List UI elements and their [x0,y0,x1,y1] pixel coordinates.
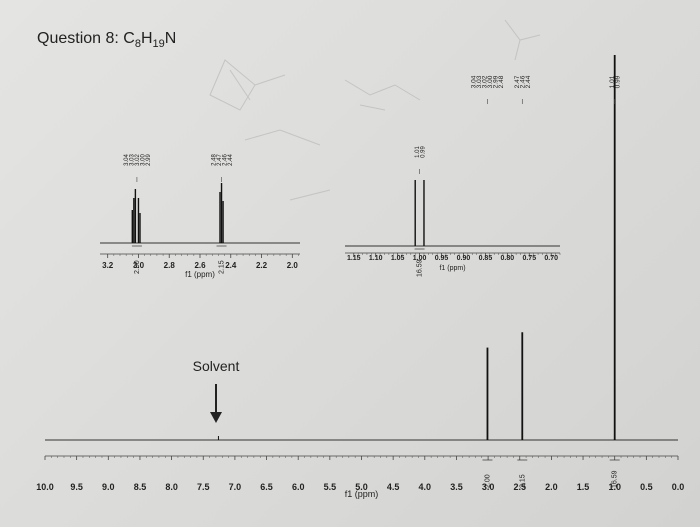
integral-value: 2.00 [484,474,491,488]
peak-label: 0.99 [420,146,426,158]
peak-label: 1.01 [609,75,616,88]
integral-value: 2.00 [134,260,141,274]
x-tick-label: 9.5 [70,482,83,492]
x-tick-label: 8.5 [134,482,147,492]
solvent-label: Solvent [193,358,240,374]
x-tick-label: 1.00 [413,255,427,262]
integral-value: 16.59 [612,470,619,488]
x-tick-label: 1.0 [608,482,621,492]
formula-sub-8: 8 [134,38,141,51]
x-tick-label: 0.95 [435,255,449,262]
x-tick-label: 0.80 [501,255,515,262]
peak-label: 3.02 [482,75,489,88]
x-tick-label: 3.0 [482,482,495,492]
x-tick-label: 6.5 [260,482,273,492]
x-tick-label: 10.0 [36,482,54,492]
x-tick-label: 2.6 [194,261,206,270]
x-tick-label: 5.0 [355,482,368,492]
x-tick-label: 2.0 [545,482,558,492]
formula-N: N [164,30,177,47]
x-tick-label: 3.0 [133,261,145,270]
x-tick-label: 2.2 [256,261,268,270]
peak-label: 3.04 [124,154,130,166]
x-tick-label: 1.15 [347,255,361,262]
x-tick-label: 7.0 [229,482,242,492]
x-tick-label: 2.0 [287,261,299,270]
x-tick-label: 2.4 [225,261,237,270]
x-axis-label: f1 (ppm) [345,489,379,499]
peak-label: 3.03 [129,154,135,166]
x-tick-label: 1.5 [577,482,590,492]
x-tick-label: 6.0 [292,482,305,492]
x-axis-label: f1 (ppm) [185,270,215,279]
x-tick-label: 0.70 [544,255,558,262]
x-tick-label: 1.10 [369,255,383,262]
x-tick-label: 1.05 [391,255,405,262]
x-tick-label: 4.0 [419,482,432,492]
x-tick-label: 0.5 [640,482,653,492]
x-tick-label: 2.5 [513,482,526,492]
peak-label: 2.47 [217,154,223,166]
peak-label: 2.99 [146,154,152,166]
peak-label: 3.00 [140,154,146,166]
integral-value: 16.59 [417,259,424,277]
integral-value: 2.15 [219,260,226,274]
x-tick-label: 4.5 [387,482,400,492]
peak-label: 2.44 [525,75,532,88]
x-axis-label: f1 (ppm) [439,265,465,272]
x-tick-label: 7.5 [197,482,210,492]
inset-spectrum-2: 1.15 1.10 1.05 1.00 0.95 0.90 0.85 0.80 0.75 0.70… [345,146,561,277]
show-through-sketch [209,19,541,201]
x-tick-label: 8.0 [165,482,178,492]
peak-label: 2.99 [493,75,500,88]
peak-label: 0.99 [614,75,621,88]
peak-label: 2.48 [211,154,217,166]
x-tick-label: 5.5 [324,482,337,492]
peak-label: 2.47 [514,75,521,88]
x-tick-label: 3.2 [102,261,114,270]
x-tick-label: 0.90 [457,255,471,262]
peak-label: 3.00 [487,75,494,88]
formula-C: C [123,30,135,47]
question-title: Question 8: C8H19N [37,30,176,50]
peak-label: 2.44 [228,154,234,166]
main-spectrum: 10.0 9.5 9.0 8.5 8.0 7.5 7.0 6.5 6.0 5.5 5.0 4.5 4.0… [36,55,684,499]
solvent-arrow [210,384,222,423]
inset-spectrum-1: 3.2 3.0 2.8 2.6 2.4 2.2 2.0 f1 (ppm) 2.00 2.15 3.0… [100,154,300,279]
x-tick-label: 0.0 [672,482,685,492]
x-tick-label: 3.5 [450,482,463,492]
formula-H: H [140,30,153,47]
x-tick-label: 0.75 [522,255,536,262]
peak-label: 3.03 [476,75,483,88]
peak-label: 3.04 [471,75,478,88]
x-tick-label: 2.8 [164,261,176,270]
x-tick-label: 9.0 [102,482,115,492]
integral-value: 2.15 [519,474,526,488]
peak-label: 2.46 [222,154,228,166]
peak-label: 2.46 [519,75,526,88]
question-prefix: Question 8: [37,30,124,47]
peak-label: 1.01 [415,146,421,158]
peak-label: 2.48 [498,75,505,88]
x-tick-label: 0.85 [479,255,493,262]
peak-label: 3.02 [135,154,141,166]
formula-sub-19: 19 [152,38,165,51]
